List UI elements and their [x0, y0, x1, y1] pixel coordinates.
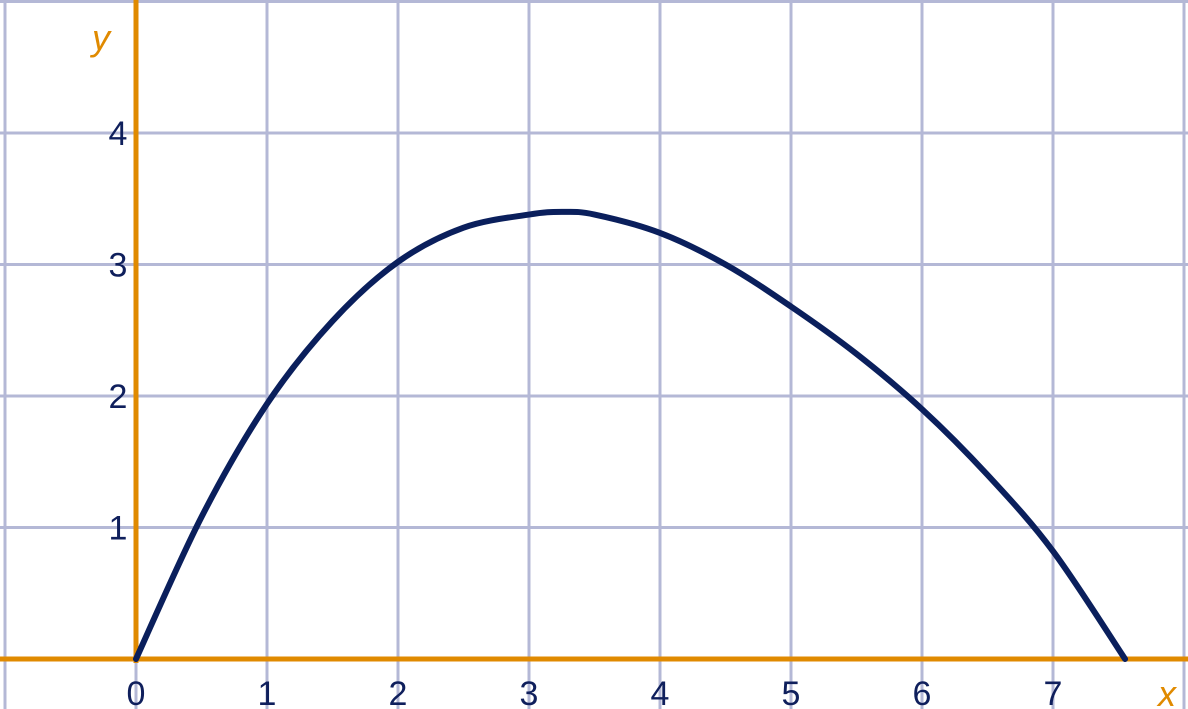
y-tick-label: 2 [109, 378, 128, 416]
y-tick-label: 4 [109, 115, 128, 153]
y-tick-label: 3 [109, 247, 128, 285]
x-tick-label: 2 [389, 675, 408, 709]
x-tick-label: 6 [913, 675, 932, 709]
x-tick-label: 5 [782, 675, 801, 709]
parabola-curve [133, 208, 1129, 662]
plot-area [133, 208, 1129, 662]
y-axis-label: y [89, 17, 112, 58]
x-tick-label: 7 [1044, 675, 1063, 709]
tick-labels: 0 1 2 3 4 5 6 7 1 2 3 4 [109, 115, 1063, 709]
x-tick-label: 3 [520, 675, 539, 709]
y-tick-label: 1 [109, 510, 128, 548]
x-axis-label: x [1156, 673, 1178, 709]
x-tick-label: 1 [258, 675, 277, 709]
axes [0, 0, 1188, 663]
x-tick-label: 4 [651, 675, 670, 709]
x-tick-label: 0 [127, 675, 146, 709]
